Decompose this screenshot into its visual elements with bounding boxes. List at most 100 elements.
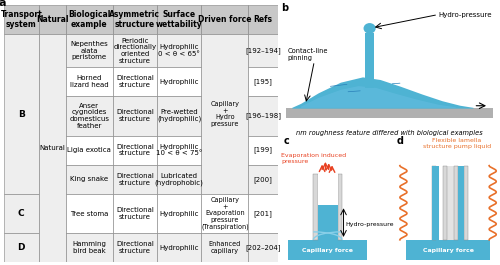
Polygon shape	[292, 77, 474, 109]
Bar	[112, 67, 157, 96]
Bar	[202, 194, 248, 233]
Text: Pre-wetted
(hydrophilic): Pre-wetted (hydrophilic)	[157, 109, 202, 122]
Bar	[464, 166, 468, 240]
Text: Surface
wettability: Surface wettability	[156, 10, 202, 29]
Text: nm roughness feature differed with biological examples: nm roughness feature differed with biolo…	[296, 130, 483, 136]
Text: a: a	[0, 0, 6, 8]
Text: [195]: [195]	[254, 78, 272, 85]
Text: B: B	[18, 110, 25, 119]
Text: Lubricated
(hydrophobic): Lubricated (hydrophobic)	[155, 173, 204, 186]
Text: [192–194]: [192–194]	[246, 47, 281, 54]
Bar	[248, 5, 278, 34]
Bar	[66, 233, 112, 262]
Bar	[288, 240, 368, 260]
Text: Directional
structure: Directional structure	[116, 144, 154, 156]
Text: [202–204]: [202–204]	[246, 244, 281, 251]
Bar	[66, 5, 112, 34]
Bar	[406, 240, 490, 260]
Text: Natural: Natural	[39, 145, 65, 151]
Text: Directional
structure: Directional structure	[116, 241, 154, 254]
Text: Hydro-pressure: Hydro-pressure	[438, 12, 492, 17]
Bar	[157, 135, 202, 165]
Bar	[38, 34, 66, 262]
Bar	[248, 165, 278, 194]
Text: Hydrophilic
0 < θ < 65°: Hydrophilic 0 < θ < 65°	[158, 44, 200, 57]
Bar	[38, 5, 66, 34]
Bar	[248, 135, 278, 165]
Bar	[112, 135, 157, 165]
Text: Biological
example: Biological example	[68, 10, 110, 29]
Text: Driven force: Driven force	[198, 15, 252, 24]
Text: Capillary
+
Evaporation
pressure
(Transpiration): Capillary + Evaporation pressure (Transp…	[201, 197, 248, 230]
Bar	[4, 194, 38, 233]
Bar	[365, 33, 374, 88]
Text: Ligia exotica: Ligia exotica	[67, 147, 111, 153]
Text: Directional
structure: Directional structure	[116, 75, 154, 88]
Text: Tree stoma: Tree stoma	[70, 210, 108, 217]
Text: Capillary force: Capillary force	[302, 248, 353, 253]
Bar	[66, 135, 112, 165]
Bar	[112, 194, 157, 233]
Text: Refs: Refs	[254, 15, 272, 24]
Text: Directional
structure: Directional structure	[116, 109, 154, 122]
Bar	[112, 34, 157, 67]
Bar	[66, 165, 112, 194]
Text: b: b	[281, 3, 288, 13]
Bar	[442, 166, 446, 240]
Text: Hydrophilic
10 < θ < 75°: Hydrophilic 10 < θ < 75°	[156, 144, 202, 156]
Text: Nepenthes
alata
peristome: Nepenthes alata peristome	[70, 41, 108, 60]
Text: Flexible lamella
structure pump liquid: Flexible lamella structure pump liquid	[423, 138, 491, 149]
Bar	[157, 165, 202, 194]
Bar	[432, 166, 438, 240]
Bar	[458, 166, 464, 240]
Bar	[157, 34, 202, 67]
Bar	[248, 96, 278, 135]
Text: Capillary force: Capillary force	[422, 248, 474, 253]
Polygon shape	[301, 86, 456, 108]
Bar	[248, 194, 278, 233]
Text: [199]: [199]	[254, 147, 272, 153]
Bar	[4, 34, 38, 194]
Bar	[112, 233, 157, 262]
Text: Asymmetric
structure: Asymmetric structure	[110, 10, 160, 29]
Text: Horned
lizard head: Horned lizard head	[70, 75, 108, 88]
Text: [200]: [200]	[254, 176, 272, 183]
Bar	[157, 233, 202, 262]
Text: Evaporation induced
pressure: Evaporation induced pressure	[281, 153, 346, 164]
Text: Hydrophilic: Hydrophilic	[160, 78, 199, 85]
Bar	[112, 165, 157, 194]
Bar	[318, 205, 338, 240]
Bar	[4, 5, 38, 34]
Text: Enhanced
capillary: Enhanced capillary	[208, 241, 241, 254]
Bar	[248, 233, 278, 262]
Text: Hydrophilic: Hydrophilic	[160, 245, 199, 251]
Text: Transport
system: Transport system	[0, 10, 42, 29]
Bar	[157, 96, 202, 135]
Text: C: C	[18, 209, 25, 218]
Bar	[286, 108, 494, 118]
Bar	[318, 174, 338, 205]
Text: d: d	[396, 136, 403, 147]
Ellipse shape	[364, 23, 376, 34]
Text: Directional
structure: Directional structure	[116, 173, 154, 185]
Text: Hydrophilic: Hydrophilic	[160, 210, 199, 217]
Bar	[157, 194, 202, 233]
Bar	[66, 34, 112, 67]
Bar	[4, 233, 38, 262]
Bar	[202, 34, 248, 194]
Text: Periodic
directionally
oriented
structure: Periodic directionally oriented structur…	[114, 38, 156, 64]
Bar	[66, 194, 112, 233]
Bar	[157, 5, 202, 34]
Bar	[454, 166, 458, 240]
Text: c: c	[284, 136, 289, 147]
Text: Natural: Natural	[36, 15, 68, 24]
Text: Contact-line
pinning: Contact-line pinning	[288, 48, 329, 61]
Text: Capillary
+
Hydro
pressure: Capillary + Hydro pressure	[210, 101, 240, 127]
Bar	[112, 96, 157, 135]
Text: Hydro-pressure: Hydro-pressure	[346, 222, 394, 227]
Bar	[248, 34, 278, 67]
Bar	[313, 174, 318, 240]
Bar	[66, 67, 112, 96]
Bar	[157, 67, 202, 96]
Bar	[248, 67, 278, 96]
